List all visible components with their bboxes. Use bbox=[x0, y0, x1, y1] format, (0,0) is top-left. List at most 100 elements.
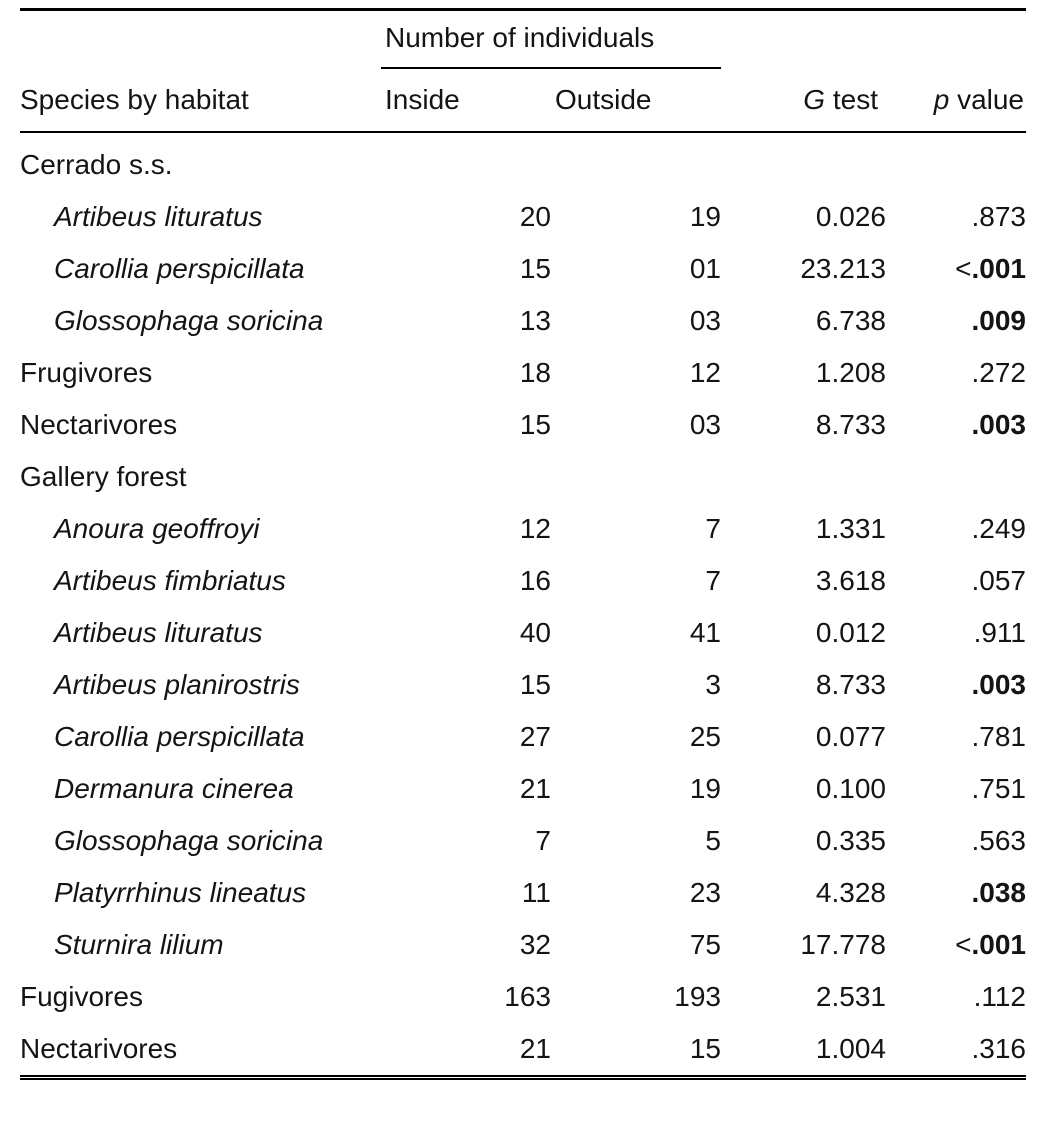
outside-count-cell: 193 bbox=[674, 981, 721, 1012]
table-row: Frugivores 18 12 1.208 .272 bbox=[20, 347, 1026, 399]
species-cell: Platyrrhinus lineatus bbox=[54, 877, 307, 908]
pvalue-number: .781 bbox=[971, 721, 1027, 752]
pvalue-cell: .873 bbox=[886, 191, 1027, 243]
pvalue-cell bbox=[886, 451, 1026, 503]
pvalue-number: .009 bbox=[971, 305, 1027, 336]
species-cell: Nectarivores bbox=[20, 1033, 178, 1064]
species-cell: Artibeus planirostris bbox=[54, 669, 300, 700]
gtest-cell bbox=[721, 132, 886, 191]
outside-count-cell: 01 bbox=[689, 253, 721, 284]
outside-count-cell: 5 bbox=[705, 825, 721, 856]
inside-count-cell: 15 bbox=[519, 409, 551, 440]
pvalue-number: .751 bbox=[971, 773, 1027, 804]
table-row: Platyrrhinus lineatus 11 23 4.328 .038 bbox=[20, 867, 1026, 919]
table-row: Glossophaga soricina 13 03 6.738 .009 bbox=[20, 295, 1026, 347]
col-header-pvalue: p value bbox=[886, 69, 1026, 133]
pvalue-cell: .781 bbox=[886, 711, 1027, 763]
inside-count-cell bbox=[381, 451, 551, 503]
table-row: Anoura geoffroyi 12 7 1.331 .249 bbox=[20, 503, 1026, 555]
outside-count-cell: 7 bbox=[705, 565, 721, 596]
gtest-cell bbox=[721, 451, 886, 503]
pvalue-cell bbox=[886, 132, 1026, 191]
pvalue-cell: .112 bbox=[886, 971, 1026, 1023]
inside-count-cell: 13 bbox=[519, 305, 551, 336]
col-header-outside: Outside bbox=[551, 69, 721, 133]
table-row: Gallery forest bbox=[20, 451, 1026, 503]
table-row: Artibeus lituratus 20 19 0.026 .873 bbox=[20, 191, 1026, 243]
pvalue-cell: .003 bbox=[886, 399, 1027, 451]
table-row: Carollia perspicillata 15 01 23.213 <.00… bbox=[20, 243, 1026, 295]
gtest-cell: 23.213 bbox=[800, 253, 886, 284]
outside-count-cell: 7 bbox=[705, 513, 721, 544]
pvalue-number: .112 bbox=[973, 981, 1026, 1012]
species-cell: Cerrado s.s. bbox=[20, 149, 173, 180]
species-cell: Artibeus fimbriatus bbox=[54, 565, 286, 596]
table-row: Nectarivores 15 03 8.733 .003 bbox=[20, 399, 1026, 451]
outside-count-cell: 23 bbox=[689, 877, 721, 908]
table-row: Fugivores 163 193 2.531 .112 bbox=[20, 971, 1026, 1023]
outside-count-cell: 12 bbox=[689, 357, 721, 388]
pvalue-cell: .003 bbox=[886, 659, 1027, 711]
outside-count-cell: 19 bbox=[689, 773, 721, 804]
gtest-cell: 0.077 bbox=[815, 721, 886, 752]
pvalue-cell: <.001 bbox=[886, 243, 1026, 295]
gtest-cell: 3.618 bbox=[815, 565, 886, 596]
inside-count-cell: 21 bbox=[519, 773, 551, 804]
p-letter: p bbox=[933, 84, 950, 115]
col-header-gtest: G test bbox=[721, 69, 886, 133]
table-row: Glossophaga soricina 7 5 0.335 .563 bbox=[20, 815, 1026, 867]
pvalue-number: .873 bbox=[971, 201, 1027, 232]
spanner-empty-cell bbox=[721, 10, 886, 70]
species-cell: Glossophaga soricina bbox=[54, 825, 324, 856]
pvalue-number: .911 bbox=[973, 617, 1026, 648]
table-body: Cerrado s.s. Artibeus lituratus 20 19 0.… bbox=[20, 132, 1026, 1078]
pvalue-number: .001 bbox=[971, 253, 1027, 284]
outside-count-cell: 25 bbox=[689, 721, 721, 752]
gtest-cell: 1.208 bbox=[815, 357, 886, 388]
inside-count-cell: 21 bbox=[519, 1033, 551, 1064]
outside-count-cell: 75 bbox=[689, 929, 721, 960]
pvalue-cell: .009 bbox=[886, 295, 1027, 347]
species-cell: Anoura geoffroyi bbox=[54, 513, 260, 544]
species-cell: Carollia perspicillata bbox=[54, 253, 305, 284]
species-cell: Artibeus lituratus bbox=[54, 201, 263, 232]
gtest-cell: 8.733 bbox=[815, 669, 886, 700]
table-row: Dermanura cinerea 21 19 0.100 .751 bbox=[20, 763, 1026, 815]
pvalue-number: .249 bbox=[971, 513, 1027, 544]
pvalue-number: .563 bbox=[971, 825, 1027, 856]
pvalue-number: .001 bbox=[971, 929, 1027, 960]
col-header-species: Species by habitat bbox=[20, 69, 381, 133]
pvalue-cell: .751 bbox=[886, 763, 1027, 815]
pvalue-number: .316 bbox=[971, 1033, 1027, 1064]
pvalue-cell: .057 bbox=[886, 555, 1027, 607]
pvalue-cell: .038 bbox=[886, 867, 1027, 919]
species-cell: Fugivores bbox=[20, 981, 143, 1012]
pvalue-cell: <.001 bbox=[886, 919, 1026, 971]
outside-count-cell: 19 bbox=[689, 201, 721, 232]
species-cell: Carollia perspicillata bbox=[54, 721, 305, 752]
table-row: Carollia perspicillata 27 25 0.077 .781 bbox=[20, 711, 1026, 763]
pvalue-number: .003 bbox=[971, 669, 1027, 700]
species-cell: Frugivores bbox=[20, 357, 153, 388]
table-row: Artibeus lituratus 40 41 0.012 .911 bbox=[20, 607, 1026, 659]
outside-count-cell: 41 bbox=[689, 617, 721, 648]
inside-count-cell: 163 bbox=[504, 981, 551, 1012]
inside-count-cell: 11 bbox=[521, 877, 551, 908]
pvalue-number: .057 bbox=[971, 565, 1027, 596]
outside-count-cell: 03 bbox=[689, 305, 721, 336]
pvalue-cell: .911 bbox=[886, 607, 1026, 659]
spanner-empty-cell bbox=[20, 10, 381, 70]
outside-count-cell: 03 bbox=[689, 409, 721, 440]
gtest-cell: 0.012 bbox=[815, 617, 886, 648]
table-row: Sturnira lilium 32 75 17.778 <.001 bbox=[20, 919, 1026, 971]
species-cell: Dermanura cinerea bbox=[54, 773, 294, 804]
inside-count-cell: 27 bbox=[519, 721, 551, 752]
gtest-cell: 1.331 bbox=[815, 513, 886, 544]
g-letter: G bbox=[803, 84, 826, 115]
inside-count-cell: 7 bbox=[535, 825, 551, 856]
species-habitat-table: Number of individuals Species by habitat… bbox=[20, 8, 1026, 1080]
gtest-cell: 4.328 bbox=[815, 877, 886, 908]
spanner-empty-cell bbox=[886, 10, 1026, 70]
gtest-cell: 1.004 bbox=[815, 1033, 886, 1064]
